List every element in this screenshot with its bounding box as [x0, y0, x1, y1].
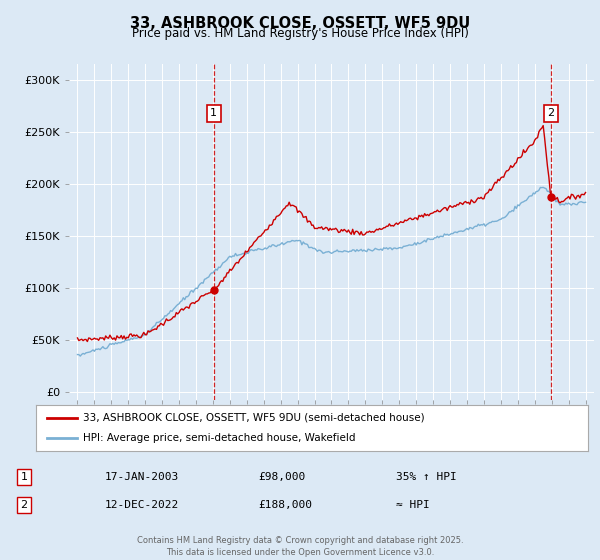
Text: 17-JAN-2003: 17-JAN-2003 [105, 472, 179, 482]
Text: 33, ASHBROOK CLOSE, OSSETT, WF5 9DU (semi-detached house): 33, ASHBROOK CLOSE, OSSETT, WF5 9DU (sem… [83, 413, 425, 423]
Text: 1: 1 [210, 108, 217, 118]
Text: HPI: Average price, semi-detached house, Wakefield: HPI: Average price, semi-detached house,… [83, 433, 355, 443]
Text: Contains HM Land Registry data © Crown copyright and database right 2025.
This d: Contains HM Land Registry data © Crown c… [137, 536, 463, 557]
Text: 33, ASHBROOK CLOSE, OSSETT, WF5 9DU: 33, ASHBROOK CLOSE, OSSETT, WF5 9DU [130, 16, 470, 31]
Text: Price paid vs. HM Land Registry's House Price Index (HPI): Price paid vs. HM Land Registry's House … [131, 27, 469, 40]
Text: £188,000: £188,000 [258, 500, 312, 510]
Text: 12-DEC-2022: 12-DEC-2022 [105, 500, 179, 510]
Text: 1: 1 [20, 472, 28, 482]
Text: 2: 2 [20, 500, 28, 510]
Text: £98,000: £98,000 [258, 472, 305, 482]
Text: 35% ↑ HPI: 35% ↑ HPI [396, 472, 457, 482]
Text: 2: 2 [547, 108, 554, 118]
Text: ≈ HPI: ≈ HPI [396, 500, 430, 510]
